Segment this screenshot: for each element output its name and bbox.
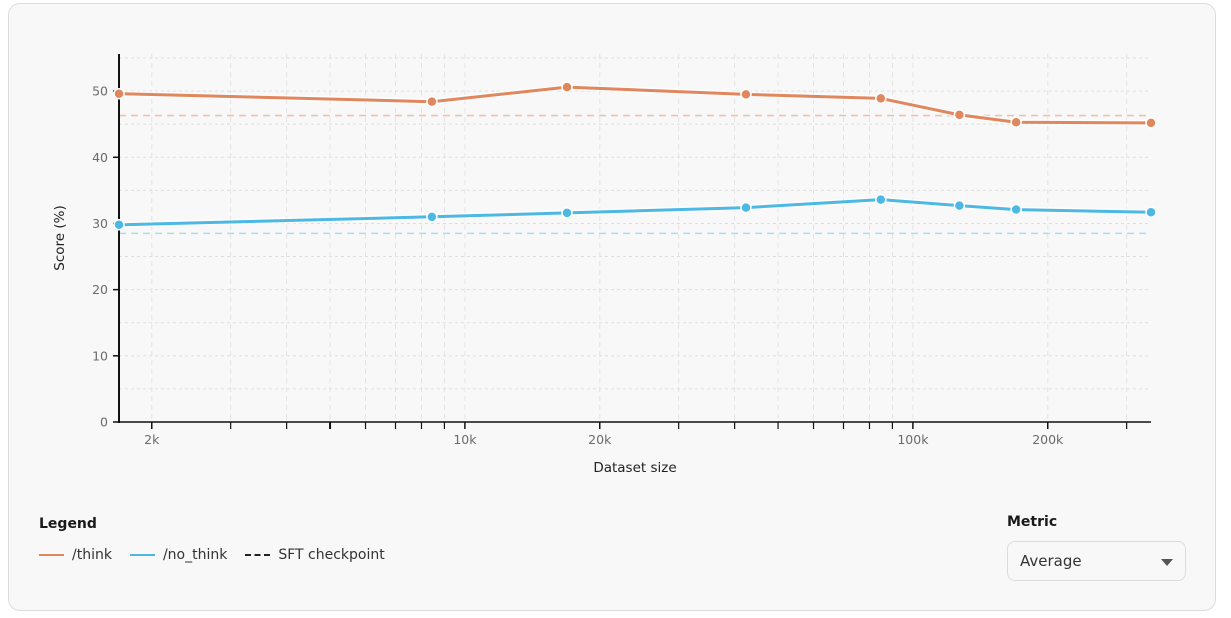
y-axis-title: Score (%) xyxy=(52,205,68,270)
y-tick-label: 10 xyxy=(92,348,108,363)
data-point-marker xyxy=(561,81,573,93)
data-point-marker xyxy=(1145,117,1157,129)
y-tick-label: 30 xyxy=(92,216,108,231)
data-point-marker xyxy=(740,88,752,101)
data-point-marker xyxy=(953,109,966,121)
data-point-marker xyxy=(953,199,966,212)
metric-label: Metric xyxy=(1007,514,1058,530)
x-axis-title: Dataset size xyxy=(593,460,676,476)
reference-lines xyxy=(119,114,1151,235)
metric-select[interactable]: Average xyxy=(1007,541,1186,581)
data-point-marker xyxy=(1145,206,1157,218)
series-lines xyxy=(113,81,1157,231)
series-line xyxy=(118,85,1152,125)
data-point-marker xyxy=(1010,116,1022,128)
dashed-line-swatch-icon xyxy=(245,554,271,556)
chevron-down-icon xyxy=(1161,559,1173,566)
data-point-marker xyxy=(875,92,887,105)
legend-item-sft-checkpoint: SFT checkpoint xyxy=(245,547,385,563)
data-point-marker xyxy=(740,201,752,214)
data-point-marker xyxy=(426,95,438,108)
x-tick-label: 2k xyxy=(144,432,160,447)
y-tick-label: 50 xyxy=(92,84,108,99)
grid-lines xyxy=(119,54,1151,422)
y-tick-label: 0 xyxy=(100,415,108,430)
data-point-marker xyxy=(113,219,125,231)
no-think-line-swatch-icon xyxy=(129,554,155,556)
line-chart: 0 10 20 30 40 50 2k 10k 20k 100k 200k Dataset size… xyxy=(52,54,1157,476)
think-line-swatch-icon xyxy=(39,554,64,556)
series-halo xyxy=(118,84,1152,126)
axes: 0 10 20 30 40 50 2k 10k 20k 100k 200k xyxy=(92,54,1151,447)
data-point-marker xyxy=(426,211,438,223)
legend-item-think: /think xyxy=(39,547,112,563)
y-tick-label: 40 xyxy=(92,150,108,165)
legend-label-think: /think xyxy=(72,547,112,563)
series-line xyxy=(118,198,1152,227)
x-tick-label: 10k xyxy=(453,432,477,447)
data-point-marker xyxy=(113,87,125,100)
x-tick-label: 200k xyxy=(1032,432,1064,447)
legend-item-no-think: /no_think xyxy=(129,547,228,563)
legend-label-no-think: /no_think xyxy=(162,547,228,563)
x-tick-label: 20k xyxy=(588,432,612,447)
legend: /think /no_think SFT checkpoint xyxy=(39,547,403,563)
legend-label-sft-checkpoint: SFT checkpoint xyxy=(278,547,385,563)
y-tick-label: 20 xyxy=(92,282,108,297)
data-point-marker xyxy=(875,193,887,206)
data-point-marker xyxy=(561,207,573,219)
metric-selected-value: Average xyxy=(1020,552,1082,570)
data-point-marker xyxy=(1010,203,1022,216)
legend-title: Legend xyxy=(39,516,97,532)
x-tick-label: 100k xyxy=(897,432,929,447)
chart-card xyxy=(8,3,1216,611)
